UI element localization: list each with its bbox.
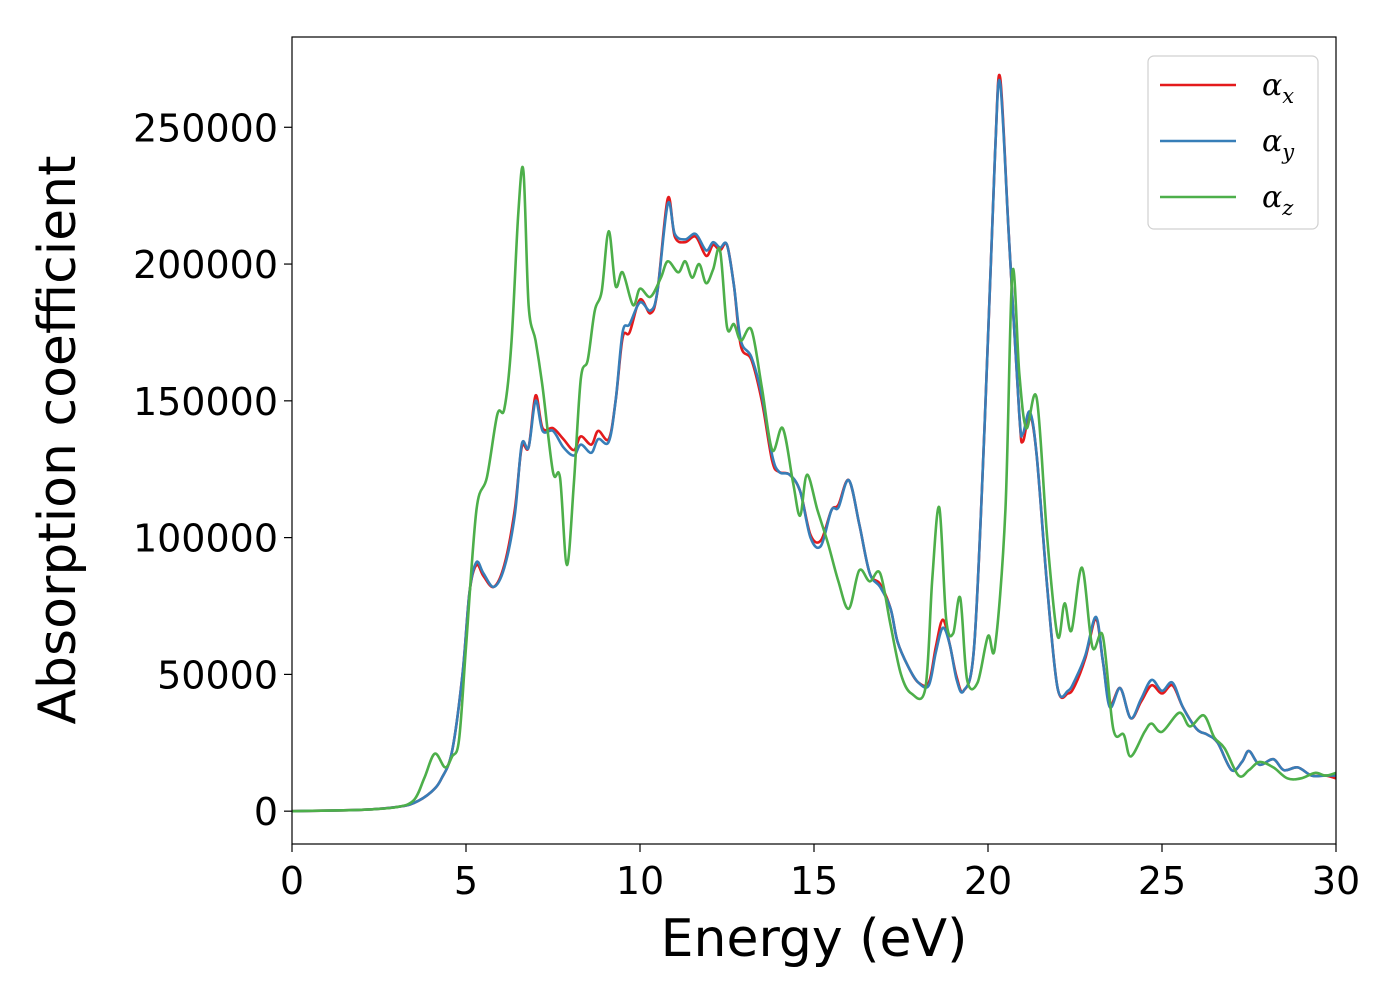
y-tick-label: 200000 xyxy=(133,243,278,287)
legend-box xyxy=(1147,55,1319,230)
x-tick-label: 25 xyxy=(1138,859,1186,903)
series-layer xyxy=(292,73,1336,813)
y-tick-label: 100000 xyxy=(133,517,278,561)
y-axis-title: Absorption coefficient xyxy=(28,155,88,724)
y-tick-label: 250000 xyxy=(133,106,278,150)
y-tick-label: 0 xyxy=(254,790,278,834)
series-line-alpha-y xyxy=(292,78,1336,813)
x-tick-label: 5 xyxy=(454,859,478,903)
series-line-alpha-z xyxy=(292,165,1336,813)
x-tick-label: 20 xyxy=(964,859,1012,903)
y-tick-label: 150000 xyxy=(133,380,278,424)
y-tick-label: 50000 xyxy=(157,653,278,697)
x-tick-label: 0 xyxy=(280,859,304,903)
x-axis-title: Energy (eV) xyxy=(661,909,968,969)
y-axis: 0 50000 100000 150000 200000 250000 xyxy=(133,106,292,834)
x-tick-label: 10 xyxy=(616,859,664,903)
x-axis: 0 5 10 15 20 25 30 xyxy=(280,844,1360,903)
x-tick-label: 30 xyxy=(1312,859,1360,903)
x-tick-label: 15 xyxy=(790,859,838,903)
